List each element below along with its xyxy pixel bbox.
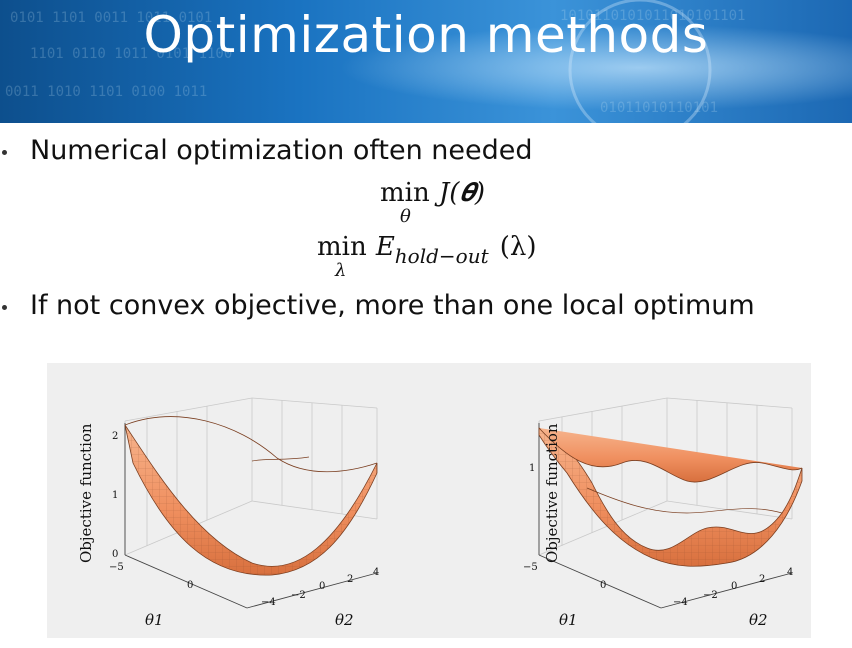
plot-1-x-tick: −5	[109, 562, 124, 573]
plot-2-y-tick: 0	[731, 581, 737, 592]
plot-1-x-tick: 0	[187, 580, 193, 591]
plot-2-y-tick: −2	[703, 590, 718, 601]
plot-1-z-tick: 2	[112, 431, 118, 442]
plot-1-y-tick: −4	[261, 597, 276, 608]
plots-figure: Objective function 2 1 0 −5 0 −4 −2 0 2 …	[47, 363, 811, 638]
bullet-dot	[2, 305, 7, 310]
plot-2-surface-back-ridge	[538, 427, 803, 483]
plot-1-y-tick: 0	[319, 581, 325, 592]
plot-1-x-label: θ1	[145, 611, 164, 629]
svg-text:01011010110101: 01011010110101	[600, 100, 718, 116]
title-banner: 0101 1101 0011 1011 0101 1101 0110 1011 …	[0, 0, 852, 123]
eq2-min-subscript: λ	[335, 260, 347, 281]
bullet-text-1: Numerical optimization often needed	[30, 135, 533, 166]
plot-1-surface-rim	[124, 416, 378, 473]
plot-2-y-tick: 2	[759, 574, 765, 585]
plot-1-z-tick: 0	[112, 549, 118, 560]
plot-2-surface-fold	[586, 487, 783, 514]
svg-text:0101 1101 0011 1011 0101: 0101 1101 0011 1011 0101	[10, 10, 212, 26]
plot-2: Objective function 1 −5 0 −4 −2 0 2 4 θ1…	[523, 397, 803, 629]
equation-2: min Ehold−out (λ) λ	[317, 232, 537, 281]
plot-1: Objective function 2 1 0 −5 0 −4 −2 0 2 …	[77, 397, 379, 629]
plot-1-axes	[124, 423, 378, 609]
plot-1-z-label: Objective function	[77, 423, 95, 563]
slide-title: Optimization methods	[143, 6, 709, 64]
plot-1-surface-ridge	[251, 456, 310, 462]
eq2-function: E	[375, 232, 395, 262]
plot-2-y-tick: −4	[673, 597, 688, 608]
eq1-min-subscript: θ	[400, 206, 411, 227]
plot-2-x-tick: −5	[523, 562, 538, 573]
plot-2-y-label: θ2	[749, 611, 768, 629]
svg-text:0011 1010 1101 0100 1011: 0011 1010 1101 0100 1011	[5, 84, 207, 100]
eq2-min-operator: min	[317, 232, 367, 262]
plot-2-surface-mesh	[539, 428, 802, 567]
plot-2-x-label: θ1	[559, 611, 578, 629]
banner-background-graphic: 0101 1101 0011 1011 0101 1101 0110 1011 …	[0, 0, 852, 123]
eq2-function-subscript: hold−out	[394, 244, 489, 268]
plot-1-z-tick: 1	[112, 490, 118, 501]
plot-2-axes	[538, 423, 793, 609]
equation-1: min J(𝜽) θ	[380, 178, 485, 227]
bullet-dot	[2, 150, 7, 155]
plot-1-y-tick: −2	[291, 590, 306, 601]
plot-1-y-label: θ2	[335, 611, 354, 629]
plot-2-z-label: Objective function	[543, 423, 561, 563]
plot-2-z-tick: 1	[529, 463, 535, 474]
surface-plots-svg: Objective function 2 1 0 −5 0 −4 −2 0 2 …	[77, 397, 803, 629]
plot-2-y-tick: 4	[787, 567, 793, 578]
plot-1-surface-mesh	[125, 425, 377, 576]
svg-text:1010110101011010101101: 1010110101011010101101	[560, 8, 745, 24]
eq1-min-operator: min	[380, 178, 430, 208]
plot-1-y-tick: 4	[373, 567, 379, 578]
plot-1-y-tick: 2	[347, 574, 353, 585]
plot-2-x-tick: 0	[600, 580, 606, 591]
svg-text:1101 0110 1011 0101 1100: 1101 0110 1011 0101 1100	[30, 46, 232, 62]
bullet-text-2: If not convex objective, more than one l…	[30, 290, 755, 321]
eq1-expression: J(𝜽)	[438, 178, 485, 208]
eq2-argument: (λ)	[499, 232, 537, 262]
